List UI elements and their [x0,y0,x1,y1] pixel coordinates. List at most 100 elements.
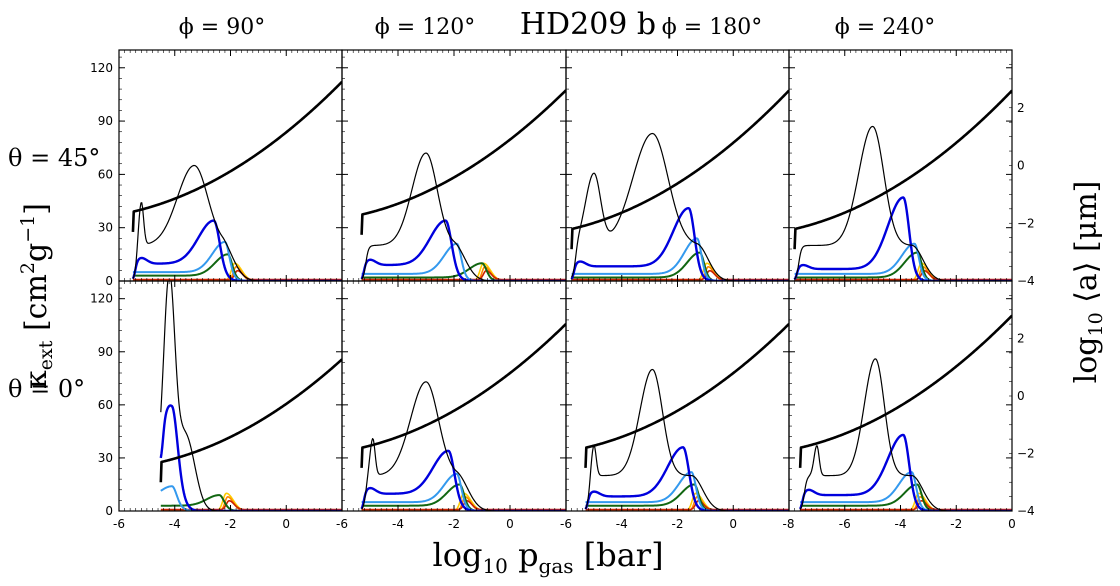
light-blue-curve [585,471,789,511]
red-curve [794,269,1012,281]
y-left-tick-label: 120 [90,61,113,75]
thin-black-curve [361,381,566,511]
thin-black-curve [794,125,1012,281]
x-tick-label: -6 [113,517,125,531]
x-tick-label: -4 [616,517,628,531]
thick-black-curve [360,322,566,468]
column-title-1: ϕ = 90° [179,15,265,40]
red-curve [132,269,342,281]
y-right-tick-label: 0 [1017,389,1025,403]
blue-curve [159,404,342,511]
x-tick-label: -4 [169,517,181,531]
x-tick-label: -2 [225,517,237,531]
y-right-tick-label: −4 [1017,504,1035,518]
row-title-2: θ = 0° [8,375,85,403]
panel-4-frame [788,49,1013,282]
thin-black-curve [571,132,789,281]
y-right-tick-label: −4 [1017,274,1035,288]
y-right-tick-label: −2 [1017,447,1035,461]
x-tick-label: -6 [560,517,572,531]
green-curve [799,483,1012,511]
panel-6-plot [360,322,566,511]
x-tick-label: 0 [729,517,737,531]
panel-4: −4 −2 0 2 [788,49,1035,288]
red-curve [585,499,789,511]
thin-black-curve [132,164,342,281]
panel-7-frame [565,280,790,512]
light-blue-curve [571,237,789,281]
y-left-tick-label: 60 [98,398,113,412]
yellow-curve [132,262,342,281]
thin-black-curve [799,358,1012,511]
thin-black-curve [584,368,789,511]
panel-1-frame [118,49,343,282]
red-curve [571,269,789,281]
panel-2-plot [360,89,566,281]
x-tick-label: -2 [448,517,460,531]
thick-black-curve [131,80,342,232]
panel-8-frame [788,280,1013,512]
thick-black-curve [360,89,566,235]
panel-3-plot [570,89,789,281]
green-curve [794,251,1012,281]
blue-curve [360,219,566,281]
x-tick-label: -6 [839,517,851,531]
panel-1-plot [131,80,342,281]
y-right-tick-label: 2 [1017,101,1025,115]
panel-8-plot [798,314,1012,511]
blue-curve [793,196,1012,281]
x-tick-label: 0 [506,517,514,531]
y-left-tick-label: 0 [105,274,113,288]
thick-black-curve [584,322,789,468]
thick-black-curve [159,358,342,483]
y-right-tick-label: −2 [1017,216,1035,230]
yellow-curve [160,492,342,511]
panel-4-plot [793,89,1012,281]
green-curve [361,483,566,511]
y-left-tick-label: 0 [105,504,113,518]
thin-black-curve [160,281,342,511]
panel-6: -6 -4 -2 0 [336,280,567,531]
blue-curve [584,446,789,511]
column-title-3: ϕ = 180° [662,15,762,40]
panel-2-frame [341,49,567,282]
x-tick-label: -4 [392,517,404,531]
thick-black-curve [798,314,1012,468]
y-right-tick-label: 0 [1017,159,1025,173]
thin-black-curve [361,152,566,281]
thick-black-curve [793,89,1012,250]
panel-7-plot [584,322,789,511]
panel-1: 0 30 60 90 120 [90,49,343,288]
blue-curve [360,449,566,511]
panel-5-frame [118,280,343,512]
panel-3 [565,49,790,282]
green-curve [160,494,342,511]
x-tick-label: -2 [950,517,962,531]
light-blue-curve [132,240,342,281]
panel-7: -6 -4 -2 0 [560,280,790,531]
thick-black-curve [570,89,789,250]
chart-title: HD209 b [520,7,656,42]
x-axis-label: log10 pgas [bar] [432,536,663,578]
x-tick-label: -6 [336,517,348,531]
x-tick-label: 0 [282,517,290,531]
light-blue-curve [361,242,566,281]
y-left-tick-label: 90 [98,345,113,359]
y-right-tick-label: 2 [1017,332,1025,346]
y-axis-label-right: log10 ⟨a⟩ [μm] [1069,181,1107,384]
panel-5: 0 30 60 90 120 -6 -4 -2 0 [90,280,343,531]
y-left-tick-label: 60 [98,167,113,181]
x-tick-label: -8 [783,517,795,531]
green-curve [132,253,342,281]
y-left-tick-label: 90 [98,114,113,128]
row-title-1: θ = 45° [8,144,100,172]
y-left-tick-label: 30 [98,221,113,235]
x-tick-label: -4 [895,517,907,531]
y-left-tick-label: 120 [90,292,113,306]
panel-8: −4 −2 0 2 -8 -6 -4 -2 0 [783,280,1035,531]
x-tick-label: -2 [672,517,684,531]
light-blue-curve [160,485,342,511]
light-blue-curve [794,242,1012,281]
